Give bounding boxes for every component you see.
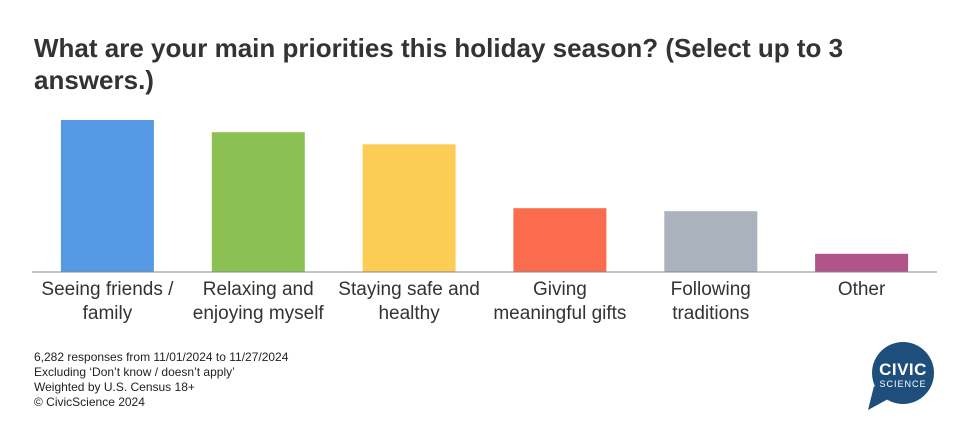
footnote-copyright: © CivicScience 2024: [34, 395, 145, 409]
logo-text-civic: CIVIC: [879, 360, 927, 379]
footnote-excluding: Excluding ‘Don’t know / doesn’t apply’: [34, 365, 235, 379]
category-label-1-line-0: Relaxing and: [202, 279, 314, 300]
logo-bubble: [868, 342, 934, 410]
category-label-4-line-1: traditions: [672, 303, 750, 324]
category-label-4-line-0: Following: [670, 279, 751, 300]
category-label-2-line-0: Staying safe and: [338, 279, 480, 300]
footnotes: 6,282 responses from 11/01/2024 to 11/27…: [34, 350, 288, 410]
bar-2: [362, 144, 456, 272]
category-label-3-line-1: meaningful gifts: [493, 303, 627, 324]
category-label-2-line-1: healthy: [378, 303, 440, 324]
category-label-1-line-1: enjoying myself: [192, 303, 324, 324]
bars-group: [60, 120, 909, 272]
bar-3: [513, 208, 607, 272]
category-label-0-line-1: family: [82, 303, 133, 324]
logo-text-science: SCIENCE: [879, 379, 927, 389]
category-label-5-line-0: Other: [837, 279, 886, 300]
category-label-0-line-0: Seeing friends /: [41, 279, 174, 300]
footnote-weighted: Weighted by U.S. Census 18+: [34, 380, 195, 394]
civicscience-logo: CIVIC SCIENCE: [866, 340, 940, 414]
bar-1: [211, 132, 305, 272]
bar-0: [60, 120, 154, 272]
category-label-3-line-0: Giving: [532, 279, 587, 300]
bar-5: [815, 253, 909, 272]
chart-title: What are your main priorities this holid…: [34, 33, 844, 95]
bar-4: [664, 211, 758, 272]
footnote-responses: 6,282 responses from 11/01/2024 to 11/27…: [34, 350, 289, 364]
